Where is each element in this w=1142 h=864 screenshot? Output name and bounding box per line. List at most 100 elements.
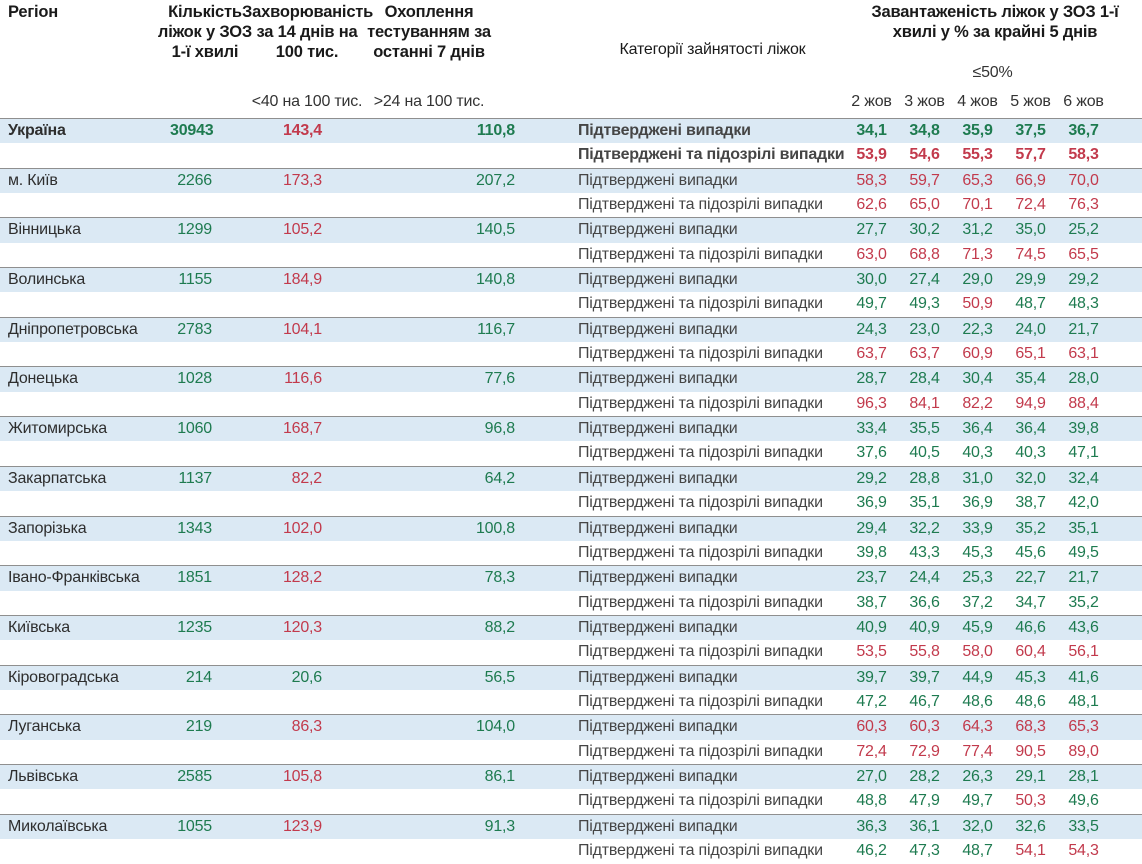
header-occupancy-threshold: ≤50% [972, 64, 1013, 81]
occupancy-value: 63,1 [1068, 345, 1099, 363]
occupancy-value: 43,3 [909, 543, 940, 561]
occupancy-value: 31,0 [962, 469, 993, 487]
occupancy-value: 48,7 [1015, 295, 1046, 313]
occupancy-value: 48,3 [1068, 295, 1099, 313]
table-row-suspected: Підтверджені та підозрілі випадки 62,6 65… [0, 193, 1142, 217]
date-column-label: 4 жов [957, 93, 998, 110]
table-row-suspected: Підтверджені та підозрілі випадки 53,5 55… [0, 640, 1142, 664]
region-block: м. Київ 2266 173,3 207,2 Підтверджені ви… [0, 167, 1142, 218]
occupancy-value: 70,0 [1068, 171, 1099, 189]
category-label-suspected: Підтверджені та підозрілі випадки [578, 742, 823, 760]
region-name: Львівська [8, 767, 78, 785]
occupancy-value: 47,2 [856, 692, 887, 710]
occupancy-value: 41,6 [1068, 668, 1099, 686]
table-row-suspected: Підтверджені та підозрілі випадки 72,4 72… [0, 740, 1142, 764]
occupancy-value: 72,9 [909, 742, 940, 760]
occupancy-value: 32,6 [1015, 817, 1046, 835]
occupancy-value: 48,7 [962, 841, 993, 859]
table-row-confirmed: Київська 1235 120,3 88,2 Підтверджені ви… [0, 615, 1142, 641]
header-dates-row: 2 жов 3 жов 4 жов 5 жов 6 жов [845, 92, 1110, 112]
region-name: Луганська [8, 718, 81, 736]
region-block: Київська 1235 120,3 88,2 Підтверджені ви… [0, 614, 1142, 665]
category-label-confirmed: Підтверджені випадки [578, 420, 738, 438]
category-label-confirmed: Підтверджені випадки [578, 320, 738, 338]
table-row-suspected: Підтверджені та підозрілі випадки 39,8 43… [0, 541, 1142, 565]
region-block: Житомирська 1060 168,7 96,8 Підтверджені… [0, 416, 1142, 466]
table-row-confirmed: Закарпатська 1137 82,2 64,2 Підтверджені… [0, 466, 1142, 492]
testing-value: 96,8 [484, 420, 516, 438]
occupancy-value: 22,3 [962, 320, 993, 338]
category-label-suspected: Підтверджені та підозрілі випадки [578, 394, 823, 412]
occupancy-value: 94,9 [1015, 394, 1046, 412]
table-row-confirmed: Запорізька 1343 102,0 100,8 Підтверджені… [0, 516, 1142, 541]
incidence-value: 105,2 [282, 221, 322, 239]
testing-value: 91,3 [484, 817, 516, 835]
header-region: Регіон [8, 3, 59, 21]
occupancy-value: 57,7 [1015, 146, 1046, 164]
occupancy-value: 60,9 [962, 345, 993, 363]
occupancy-value: 34,1 [856, 122, 887, 139]
occupancy-value: 34,7 [1015, 593, 1046, 611]
region-name: Запорізька [8, 519, 87, 537]
occupancy-value: 58,3 [1068, 146, 1099, 164]
table-row-confirmed: Вінницька 1299 105,2 140,5 Підтверджені … [0, 218, 1142, 243]
table-row-confirmed: Україна 30943 143,4 110,8 Підтверджені в… [0, 119, 1142, 144]
incidence-value: 143,4 [282, 122, 322, 139]
beds-value: 1028 [177, 370, 212, 388]
occupancy-value: 35,1 [909, 494, 940, 512]
table-header: Регіон Кількість ліжок у ЗОЗ 1-ї хвилі З… [0, 0, 1142, 118]
category-label-confirmed: Підтверджені випадки [578, 271, 738, 289]
occupancy-value: 35,2 [1015, 519, 1046, 537]
occupancy-value: 64,3 [962, 718, 993, 736]
region-block: Вінницька 1299 105,2 140,5 Підтверджені … [0, 217, 1142, 267]
region-block: Закарпатська 1137 82,2 64,2 Підтверджені… [0, 465, 1142, 516]
region-name: Вінницька [8, 221, 81, 239]
occupancy-value: 74,5 [1015, 245, 1046, 263]
occupancy-value: 35,4 [1015, 370, 1046, 388]
occupancy-value: 88,4 [1068, 394, 1099, 412]
table-row-confirmed: Волинська 1155 184,9 140,8 Підтверджені … [0, 268, 1142, 293]
occupancy-value: 49,7 [962, 792, 993, 810]
category-label-confirmed: Підтверджені випадки [578, 122, 751, 139]
category-label-suspected: Підтверджені та підозрілі випадки [578, 146, 845, 164]
incidence-value: 102,0 [282, 519, 322, 537]
occupancy-value: 48,8 [856, 792, 887, 810]
beds-value: 1155 [178, 271, 212, 289]
occupancy-value: 56,1 [1068, 643, 1099, 661]
occupancy-value: 48,6 [1015, 692, 1046, 710]
region-name: м. Київ [8, 171, 58, 189]
occupancy-value: 21,7 [1068, 569, 1099, 587]
incidence-value: 184,9 [282, 271, 322, 289]
occupancy-value: 43,6 [1068, 618, 1099, 636]
testing-value: 86,1 [484, 767, 516, 785]
category-label-confirmed: Підтверджені випадки [578, 569, 738, 587]
occupancy-value: 35,0 [1015, 221, 1046, 239]
region-name: Житомирська [8, 420, 107, 438]
occupancy-value: 60,3 [856, 718, 887, 736]
beds-value: 2783 [177, 320, 212, 338]
testing-value: 64,2 [484, 469, 516, 487]
occupancy-value: 89,0 [1068, 742, 1099, 760]
table-row-confirmed: Львівська 2585 105,8 86,1 Підтверджені в… [0, 764, 1142, 790]
table-row-confirmed: м. Київ 2266 173,3 207,2 Підтверджені ви… [0, 168, 1142, 194]
category-label-confirmed: Підтверджені випадки [578, 519, 738, 537]
beds-value: 1299 [177, 221, 212, 239]
occupancy-value: 35,1 [1068, 519, 1099, 537]
testing-value: 140,5 [475, 221, 515, 239]
beds-value: 2266 [177, 171, 212, 189]
occupancy-value: 65,1 [1015, 345, 1046, 363]
occupancy-value: 38,7 [1015, 494, 1046, 512]
category-label-suspected: Підтверджені та підозрілі випадки [578, 841, 823, 859]
incidence-value: 128,2 [282, 569, 322, 587]
occupancy-value: 25,3 [962, 569, 993, 587]
beds-value: 1137 [178, 469, 212, 487]
occupancy-value: 28,7 [856, 370, 887, 388]
occupancy-value: 71,3 [962, 245, 993, 263]
occupancy-value: 28,8 [909, 469, 940, 487]
table-body: Україна 30943 143,4 110,8 Підтверджені в… [0, 118, 1142, 863]
occupancy-value: 58,3 [856, 171, 887, 189]
occupancy-value: 47,9 [909, 792, 940, 810]
testing-value: 77,6 [484, 370, 516, 388]
occupancy-value: 47,3 [909, 841, 940, 859]
